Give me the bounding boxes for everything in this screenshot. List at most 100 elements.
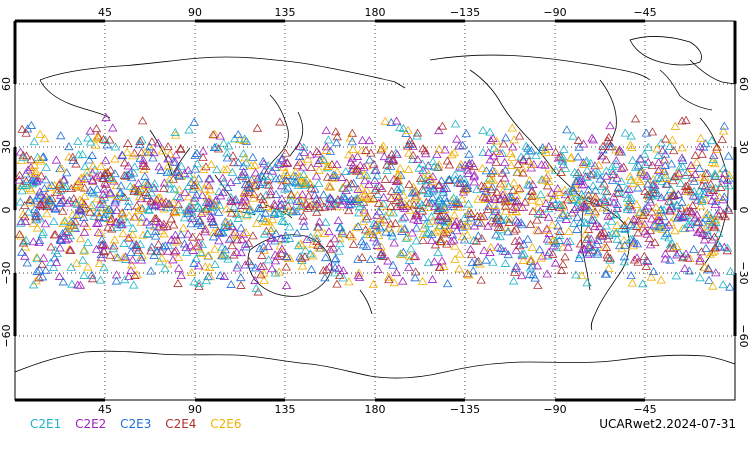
occultation-marker [31, 208, 41, 217]
occultation-marker [630, 214, 641, 223]
occultation-marker [412, 131, 422, 140]
occultation-marker [208, 228, 219, 237]
occultation-marker [598, 203, 608, 212]
occultation-marker [440, 145, 450, 154]
occultation-marker [602, 187, 612, 196]
occultation-marker [418, 213, 429, 222]
occultation-marker [20, 212, 30, 221]
occultation-marker [590, 161, 600, 170]
occultation-marker [189, 117, 199, 126]
occultation-marker [657, 221, 667, 230]
occultation-marker [376, 145, 386, 154]
right-lat-labels: 60 30 0 −30 −60 [737, 77, 750, 348]
occultation-marker [703, 230, 713, 239]
occultation-marker [34, 265, 45, 274]
occultation-marker [413, 215, 423, 224]
occultation-marker [517, 202, 528, 211]
occultation-marker [314, 165, 324, 174]
occultation-marker [163, 259, 173, 268]
occultation-marker [242, 209, 252, 218]
occultation-marker [619, 252, 630, 261]
occultation-marker [120, 252, 131, 261]
occultation-marker [79, 183, 90, 192]
occultation-marker [361, 214, 372, 223]
occultation-marker [651, 202, 661, 211]
occultation-marker [656, 193, 667, 202]
occultation-marker [491, 136, 502, 145]
occultation-marker [93, 132, 103, 141]
occultation-marker [550, 147, 561, 156]
occultation-marker [200, 204, 211, 213]
occultation-marker [650, 238, 660, 247]
occultation-marker [223, 182, 233, 191]
occultation-marker [438, 185, 448, 194]
occultation-marker [434, 126, 444, 135]
occultation-marker [208, 232, 219, 241]
occultation-marker [586, 170, 596, 179]
occultation-marker [612, 220, 622, 229]
occultation-marker [31, 211, 41, 220]
occultation-marker [451, 217, 462, 226]
occultation-marker [603, 132, 614, 141]
occultation-marker [64, 142, 74, 151]
occultation-marker [493, 222, 504, 231]
occultation-marker [620, 240, 630, 249]
occultation-marker [593, 167, 603, 176]
occultation-marker [700, 172, 710, 181]
occultation-marker [197, 248, 207, 257]
occultation-marker [509, 267, 520, 276]
occultation-marker [191, 254, 201, 263]
occultation-marker [51, 257, 62, 266]
occultation-marker [44, 195, 54, 204]
occultation-marker [148, 182, 158, 191]
occultation-marker [56, 131, 66, 140]
occultation-marker [255, 203, 266, 212]
occultation-marker [58, 277, 69, 286]
occultation-marker [629, 255, 640, 264]
occultation-marker [111, 252, 121, 261]
occultation-marker [635, 154, 645, 163]
occultation-marker [119, 193, 130, 201]
occultation-marker [146, 246, 156, 255]
occultation-marker [34, 236, 45, 245]
occultation-marker [579, 200, 589, 209]
occultation-marker [487, 166, 498, 175]
occultation-marker [536, 190, 546, 199]
occultation-marker [187, 268, 197, 277]
occultation-marker [238, 167, 249, 176]
occultation-marker [154, 162, 164, 171]
occultation-marker [660, 249, 671, 258]
occultation-marker [626, 220, 636, 229]
occultation-marker [312, 147, 322, 156]
occultation-marker [335, 270, 345, 279]
occultation-marker [718, 210, 728, 219]
bottom-lon-label: 135 [275, 403, 296, 416]
occultation-marker [359, 162, 369, 171]
occultation-marker [111, 181, 122, 190]
occultation-marker [129, 162, 140, 171]
occultation-marker [498, 179, 509, 188]
occultation-marker [205, 194, 215, 203]
occultation-marker [138, 155, 148, 164]
occultation-marker [158, 222, 169, 231]
occultation-marker [356, 183, 367, 192]
occultation-marker [138, 184, 148, 193]
occultation-marker [309, 200, 320, 209]
occultation-marker [348, 239, 359, 248]
occultation-marker [249, 174, 259, 183]
occultation-marker [408, 141, 418, 150]
occultation-marker [248, 193, 259, 202]
occultation-marker [393, 171, 403, 180]
occultation-marker [218, 138, 229, 147]
occultation-marker [66, 262, 76, 271]
occultation-marker [250, 160, 260, 169]
occultation-marker [347, 137, 357, 146]
occultation-marker [14, 175, 24, 184]
occultation-marker [532, 215, 542, 224]
occultation-marker [652, 173, 663, 182]
occultation-marker [462, 230, 473, 239]
occultation-marker [386, 117, 396, 126]
occultation-marker [76, 205, 86, 214]
occultation-marker [525, 269, 535, 278]
occultation-marker [681, 115, 691, 124]
